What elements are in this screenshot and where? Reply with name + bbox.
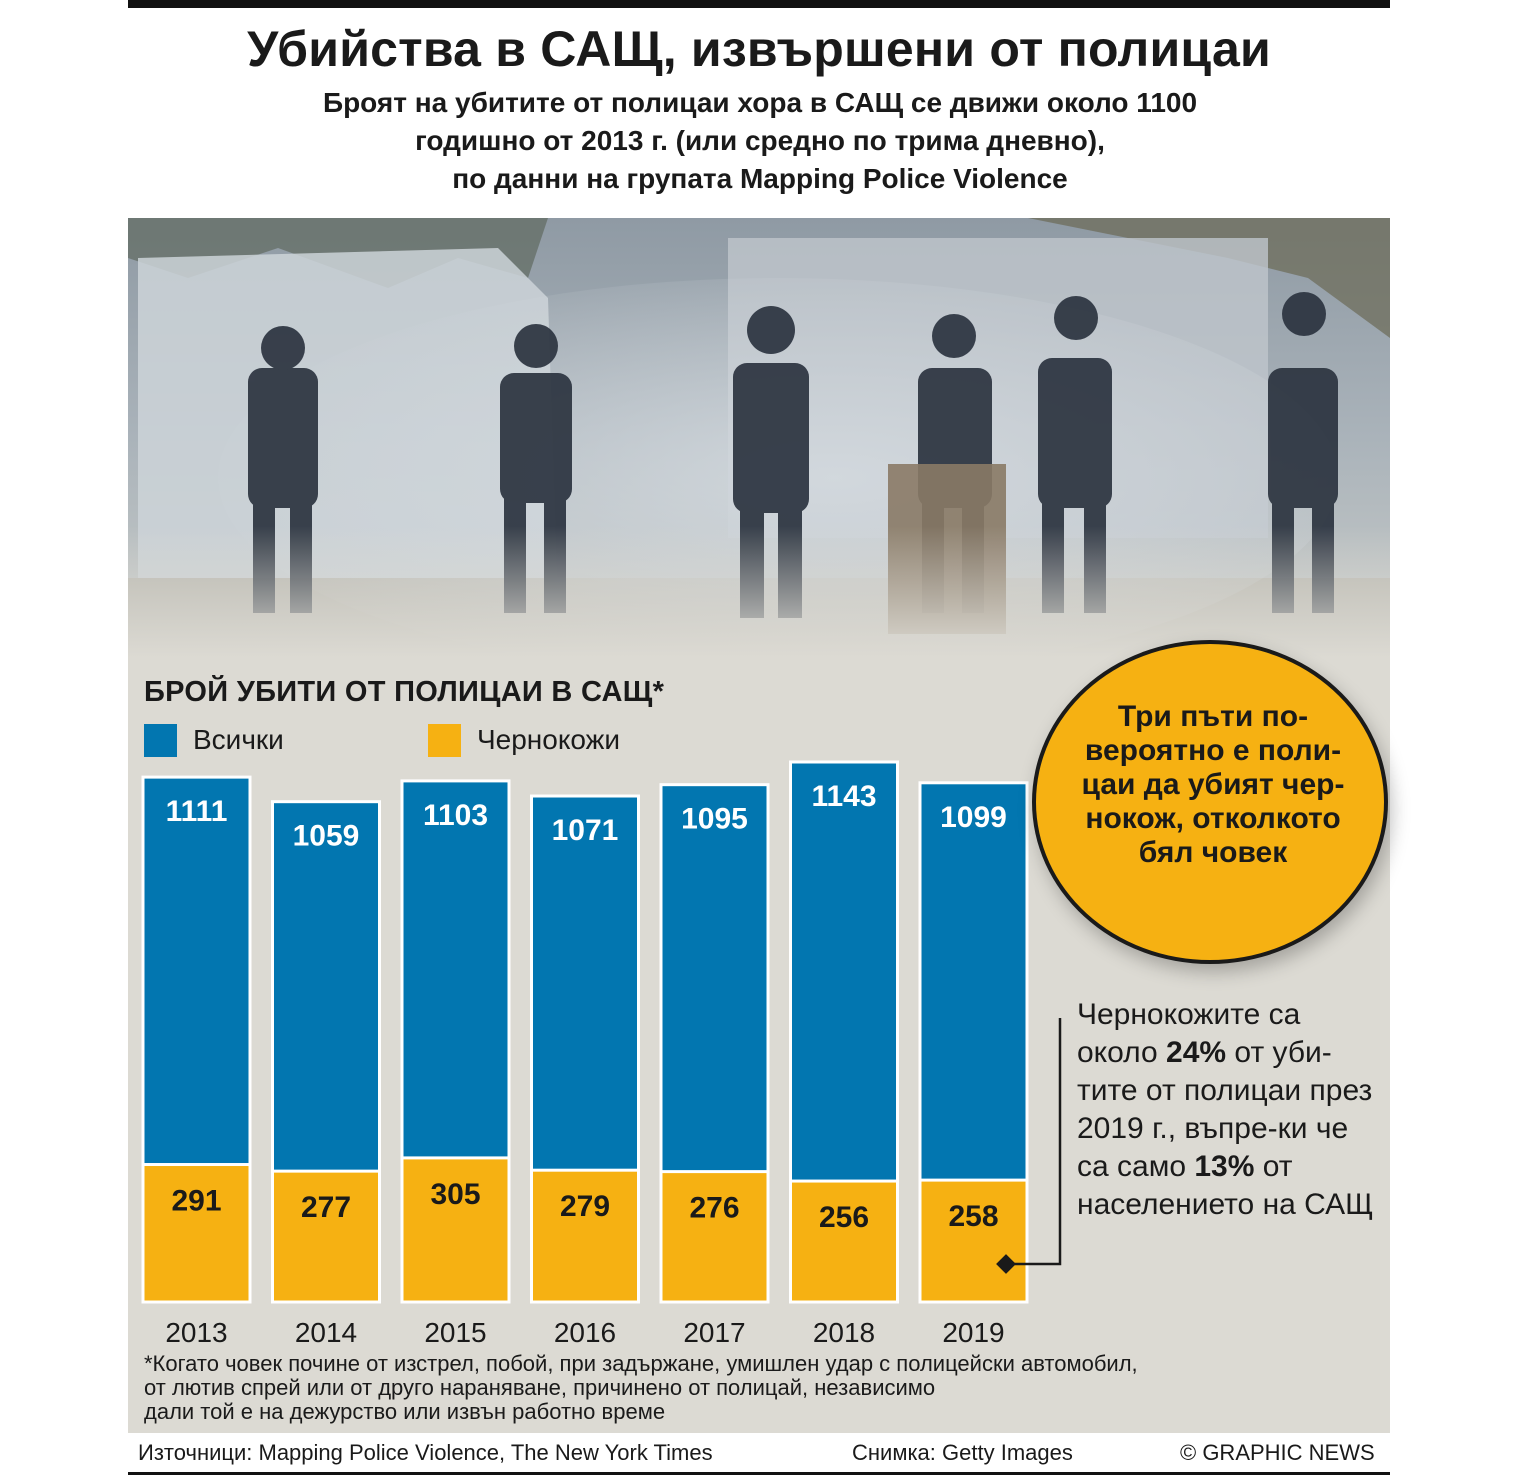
callout-text: Три пъти по- вероятно е поли- цаи да уби… [1081, 700, 1345, 869]
legend-all: Всички [144, 720, 284, 760]
chart-panel [128, 218, 1390, 1433]
page-subtitle: Броят на убитите от полицаи хора в САЩ с… [322, 87, 1198, 194]
footnote: *Когато човек почине от изстрел, побой, … [144, 1351, 1138, 1424]
bottom-rule [128, 1472, 1390, 1475]
note-pct-13: 13% [1194, 1150, 1255, 1183]
legend-black-label: Чернокожи [477, 724, 621, 755]
legend-all-swatch [144, 723, 177, 757]
note-text-1: Чернокожите са около [1077, 998, 1301, 1069]
copyright: © GRAPHIC NEWS [1180, 1440, 1375, 1465]
annotation-note: Чернокожите са около 24% от уби-тите от … [1077, 996, 1377, 1224]
police-photo [128, 218, 1390, 658]
photo-credit: Снимка: Getty Images [852, 1440, 1073, 1465]
top-rule [128, 0, 1390, 8]
chart-title: БРОЙ УБИТИ ОТ ПОЛИЦАИ В САЩ* [144, 676, 665, 708]
note-text-2: от уби-тите от полицаи през 2019 г., въп… [1077, 1036, 1373, 1183]
callout-circle [1032, 640, 1388, 964]
legend-all-label: Всички [193, 724, 284, 755]
sources: Източници: Mapping Police Violence, The … [138, 1440, 713, 1465]
legend-black-swatch [428, 723, 461, 757]
note-pct-24: 24% [1166, 1036, 1227, 1069]
page-title: Убийства в САЩ, извършени от полицаи [247, 21, 1271, 77]
legend-black: Чернокожи [428, 720, 620, 760]
note-text-3: от населението на САЩ [1077, 1150, 1374, 1221]
